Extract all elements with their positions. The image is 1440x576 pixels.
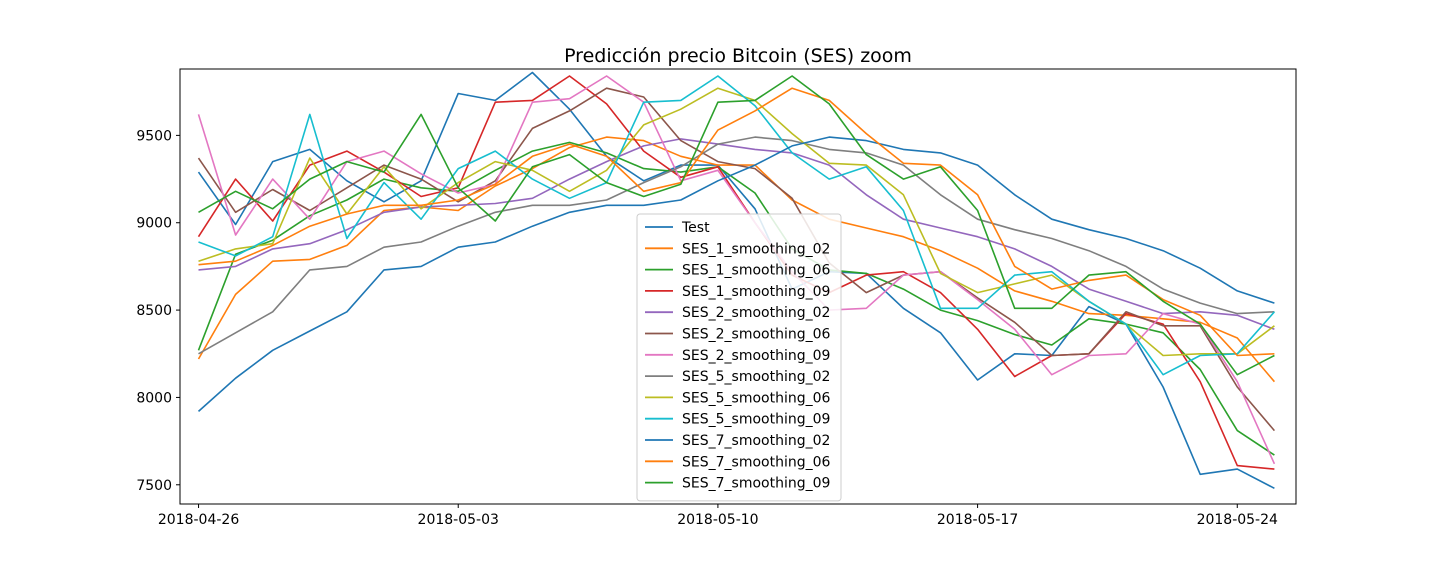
series-line-ses-2-smoothing-06 bbox=[197, 87, 1276, 432]
series-line-ses-7-smoothing-09 bbox=[198, 75, 1275, 376]
x-tick-label: 2018-05-10 bbox=[677, 512, 758, 528]
legend-label: SES_1_smoothing_09 bbox=[682, 284, 830, 300]
legend-label: SES_5_smoothing_02 bbox=[682, 369, 830, 385]
series-line-ses-2-smoothing-09 bbox=[197, 75, 1276, 465]
legend-label: SES_5_smoothing_09 bbox=[682, 412, 830, 428]
chart-title: Predicción precio Bitcoin (SES) zoom bbox=[564, 45, 912, 67]
y-tick-label: 8500 bbox=[136, 303, 172, 319]
series-line-ses-2-smoothing-02 bbox=[198, 138, 1275, 331]
legend-label: SES_2_smoothing_06 bbox=[682, 327, 831, 343]
legend: Test SES_1_smoothing_02 SES_1_smoothing_06… bbox=[636, 213, 842, 502]
legend-label: SES_1_smoothing_02 bbox=[682, 241, 830, 257]
legend-box bbox=[636, 213, 842, 502]
x-tick-label: 2018-05-17 bbox=[937, 512, 1018, 528]
legend-label: SES_1_smoothing_06 bbox=[682, 263, 831, 279]
series-line-ses-1-smoothing-06 bbox=[197, 141, 1275, 456]
series-line-ses-5-smoothing-02 bbox=[198, 136, 1275, 355]
legend-label: SES_2_smoothing_02 bbox=[682, 305, 830, 321]
legend-label: SES_7_smoothing_09 bbox=[682, 476, 830, 492]
series-layer bbox=[197, 71, 1276, 490]
x-tick-label: 2018-05-03 bbox=[418, 512, 499, 528]
x-axis: 2018-04-26 2018-05-03 2018-05-10 2018-05-17… bbox=[158, 504, 1278, 528]
legend-label: SES_2_smoothing_09 bbox=[682, 348, 830, 364]
x-tick-label: 2018-05-24 bbox=[1197, 512, 1278, 528]
legend-label: SES_7_smoothing_06 bbox=[682, 454, 831, 470]
series-line-ses-7-smoothing-06 bbox=[198, 87, 1275, 357]
y-tick-label: 9500 bbox=[136, 128, 172, 144]
y-tick-label: 8000 bbox=[136, 390, 172, 406]
y-tick-label: 7500 bbox=[136, 478, 172, 494]
x-tick-label: 2018-04-26 bbox=[158, 512, 239, 528]
legend-label: Test bbox=[681, 220, 710, 236]
y-tick-label: 9000 bbox=[136, 216, 172, 232]
plot-frame bbox=[179, 68, 1297, 505]
series-line-ses-7-smoothing-02 bbox=[197, 136, 1275, 412]
y-axis: 7500 8000 8500 9000 9500 bbox=[136, 128, 180, 494]
series-line-ses-5-smoothing-09 bbox=[198, 75, 1275, 376]
legend-label: SES_5_smoothing_06 bbox=[682, 390, 831, 406]
legend-label: SES_7_smoothing_02 bbox=[682, 433, 830, 449]
series-line-test bbox=[197, 71, 1275, 490]
